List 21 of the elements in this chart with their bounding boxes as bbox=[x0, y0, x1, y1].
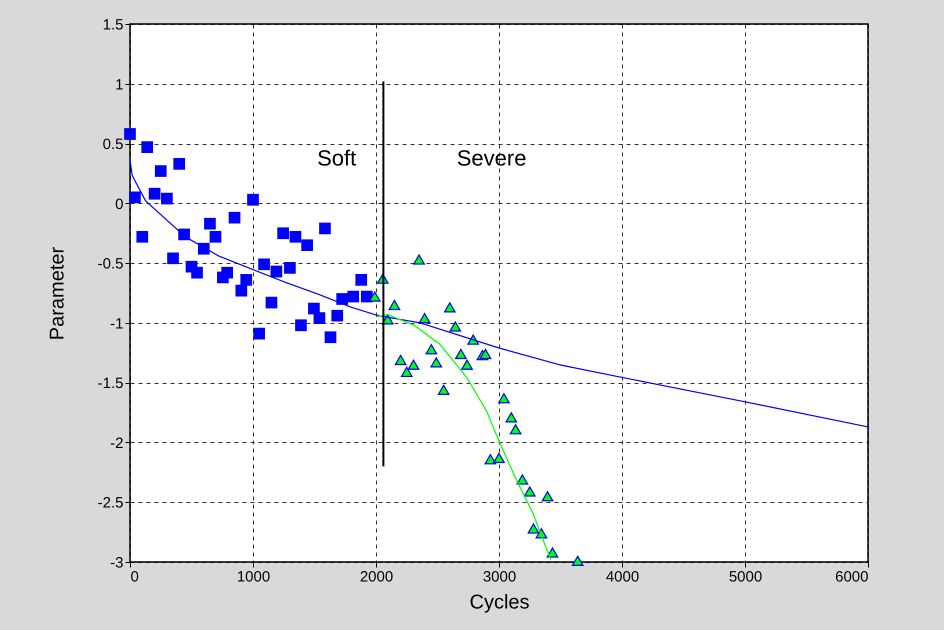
y-tick-label: -1.5 bbox=[98, 375, 124, 392]
y-tick-label: 0 bbox=[115, 196, 124, 213]
y-tick-label: 0.5 bbox=[102, 136, 124, 154]
y-axis-title: Parameter bbox=[46, 246, 69, 340]
x-tick-label: 2000 bbox=[360, 568, 394, 586]
x-axis-title: Cycles bbox=[469, 592, 530, 614]
annotation: Severe bbox=[456, 146, 526, 170]
x-tick-label: 4000 bbox=[606, 568, 640, 586]
x-tick-label: 1000 bbox=[236, 568, 270, 586]
x-tick-label: 3000 bbox=[482, 568, 516, 586]
y-tick-label: -3 bbox=[110, 554, 124, 572]
annotation: Soft bbox=[317, 146, 356, 170]
y-tick-label: -0.5 bbox=[98, 256, 124, 273]
y-tick-label: 1.5 bbox=[102, 16, 124, 34]
x-tick-label: 5000 bbox=[728, 568, 762, 586]
x-tick-label: 6000 bbox=[835, 568, 868, 586]
x-tick-label: 0 bbox=[130, 568, 139, 586]
y-tick-label: 1 bbox=[115, 76, 124, 94]
y-tick-label: -2 bbox=[110, 434, 124, 452]
y-tick-label: -1 bbox=[110, 315, 124, 332]
y-tick-label: -2.5 bbox=[98, 494, 124, 512]
